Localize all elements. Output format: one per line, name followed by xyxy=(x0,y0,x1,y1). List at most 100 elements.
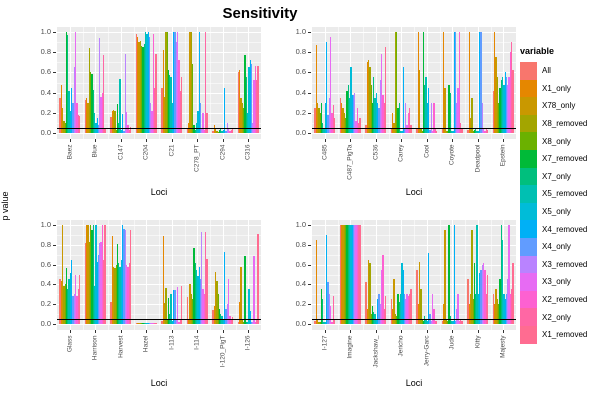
bar xyxy=(471,229,473,324)
bar xyxy=(398,102,400,133)
bar xyxy=(447,321,449,324)
bar xyxy=(494,32,496,133)
bar xyxy=(178,322,180,324)
major-gridline-vertical xyxy=(171,27,173,139)
bar xyxy=(503,84,505,133)
y-tick-label: 0.4 xyxy=(295,87,306,97)
bar xyxy=(467,129,469,133)
bar xyxy=(241,319,244,324)
major-gridline-vertical xyxy=(197,27,199,139)
y-tick-mark xyxy=(308,72,311,74)
bar xyxy=(454,32,457,133)
bar xyxy=(405,102,407,133)
bar xyxy=(124,229,126,324)
y-tick-label: 0.2 xyxy=(295,299,306,309)
bar xyxy=(394,32,397,133)
bar xyxy=(505,294,508,324)
bar xyxy=(354,92,356,133)
y-tick-label: 0.4 xyxy=(40,279,51,289)
bar xyxy=(315,239,317,324)
x-tick-mark xyxy=(401,139,403,142)
bar xyxy=(475,294,477,324)
bar xyxy=(482,127,485,133)
bar xyxy=(406,294,408,324)
bar xyxy=(422,32,425,133)
y-tick-mark xyxy=(308,284,311,286)
bar xyxy=(155,323,157,324)
bar xyxy=(443,32,445,133)
bar xyxy=(420,289,422,324)
bar xyxy=(457,87,459,133)
panel-top-right xyxy=(312,27,516,139)
minor-gridline-vertical xyxy=(414,27,415,139)
bar xyxy=(87,102,89,133)
bar xyxy=(103,259,105,324)
bar xyxy=(86,97,88,133)
bar xyxy=(352,94,355,133)
y-tick-mark xyxy=(308,52,311,54)
bar xyxy=(359,225,361,324)
legend-swatch xyxy=(520,202,537,221)
bar xyxy=(225,130,227,133)
y-tick-label: 0.0 xyxy=(295,128,306,137)
bar xyxy=(214,127,217,133)
bar xyxy=(150,102,152,133)
bar xyxy=(380,54,383,133)
bar xyxy=(65,267,68,324)
bar xyxy=(244,55,246,133)
minor-gridline-vertical xyxy=(439,27,441,139)
bar xyxy=(111,110,113,133)
bar xyxy=(243,322,245,324)
bar xyxy=(484,269,486,324)
bar xyxy=(383,309,385,324)
bar xyxy=(74,274,77,324)
bar xyxy=(257,66,259,133)
legend-items: All X1_only X78_only X8_removed X8_only X7_re… xyxy=(520,62,600,344)
bar xyxy=(139,323,142,324)
bar xyxy=(504,299,506,324)
bar xyxy=(73,294,75,324)
bar xyxy=(95,225,97,324)
bar xyxy=(188,319,190,324)
major-gridline-vertical xyxy=(324,220,326,330)
bar xyxy=(176,287,179,324)
bar xyxy=(226,304,228,324)
bar xyxy=(167,70,170,133)
bar xyxy=(450,130,453,133)
major-gridline-vertical xyxy=(69,27,71,139)
bar xyxy=(139,41,142,133)
bar xyxy=(421,319,423,324)
bar xyxy=(174,290,176,324)
bar xyxy=(467,279,469,324)
bar xyxy=(390,127,393,133)
bar xyxy=(245,322,247,324)
y-tick-mark xyxy=(308,225,311,226)
bar xyxy=(486,274,489,324)
bar xyxy=(116,103,119,133)
legend-swatch xyxy=(520,290,537,309)
bar xyxy=(500,80,502,133)
bar xyxy=(351,225,353,324)
bar xyxy=(484,130,486,133)
bar xyxy=(100,241,102,324)
bar xyxy=(379,304,381,324)
bar xyxy=(163,96,166,133)
x-tick-mark xyxy=(503,330,505,333)
major-gridline-vertical xyxy=(324,27,326,139)
bar xyxy=(420,127,422,133)
bar xyxy=(492,294,495,324)
bar xyxy=(403,294,406,324)
major-gridline-vertical xyxy=(426,220,428,330)
bar xyxy=(343,225,346,324)
bar xyxy=(324,322,327,324)
bar xyxy=(192,299,194,324)
bar xyxy=(194,129,196,133)
legend-item: X5_removed xyxy=(520,185,600,203)
bar xyxy=(396,32,398,133)
bar xyxy=(203,294,206,324)
bar xyxy=(445,130,448,133)
bar xyxy=(84,99,87,133)
bar xyxy=(175,42,177,133)
bar xyxy=(148,323,151,324)
legend-label: X2_only xyxy=(542,312,571,322)
